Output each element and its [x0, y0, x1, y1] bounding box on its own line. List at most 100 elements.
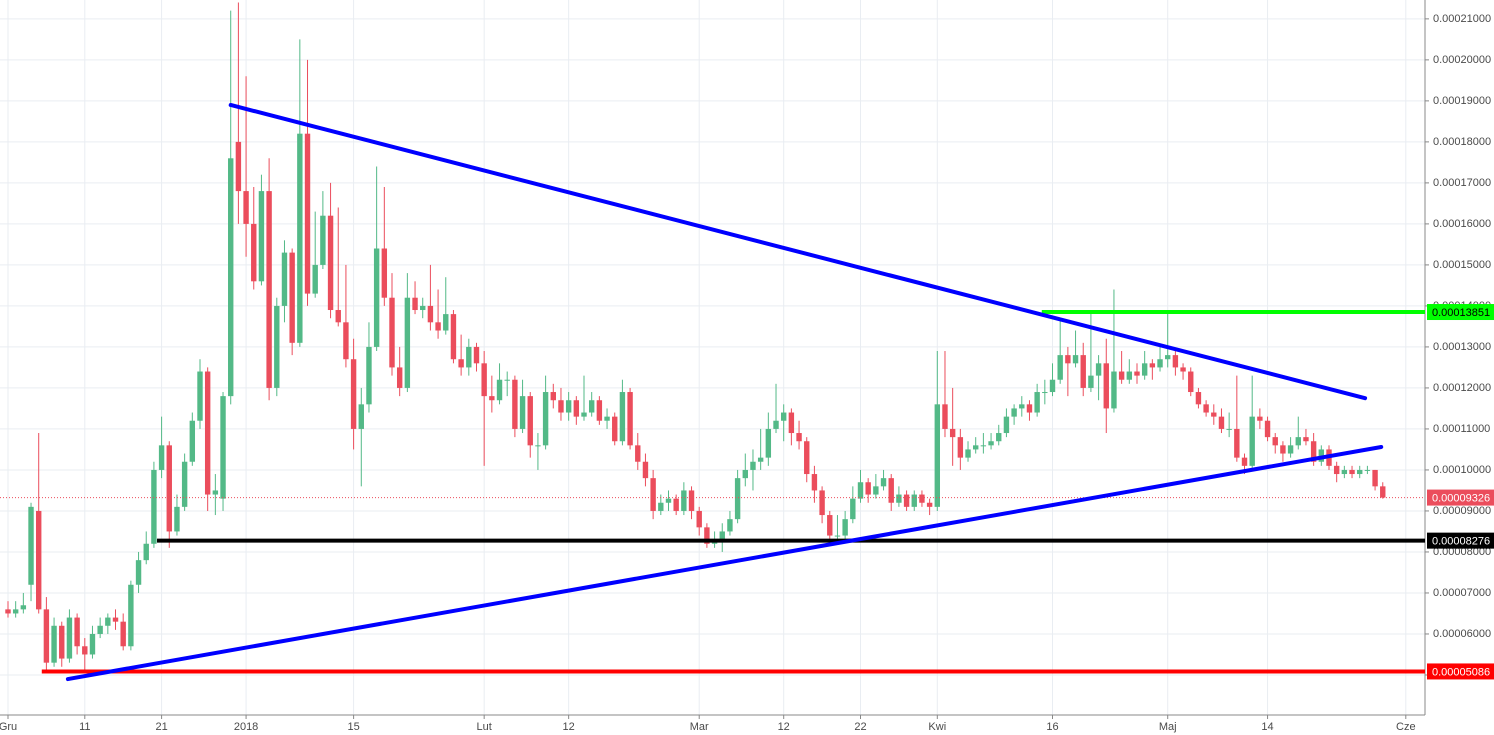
candle-body	[235, 141, 242, 192]
candle-body	[5, 609, 11, 614]
candle-body	[343, 322, 349, 360]
candle-body	[389, 297, 395, 368]
y-tick-label: 0.00010000	[1433, 464, 1491, 476]
candle-body	[688, 490, 695, 511]
candle-body	[220, 396, 226, 499]
candle-body	[158, 445, 165, 470]
candle-body	[604, 416, 610, 421]
candle-body	[1295, 437, 1301, 446]
candle-body	[1172, 355, 1179, 368]
candle-body	[1303, 437, 1309, 442]
price-tag-label: 0.00005086	[1432, 666, 1490, 678]
candle-body	[481, 363, 487, 397]
candle-body	[51, 625, 57, 663]
candle-body	[135, 560, 142, 585]
candle-body	[742, 469, 748, 479]
candle-body	[404, 297, 411, 388]
candle-body	[1234, 428, 1240, 458]
y-tick-label: 0.00013000	[1433, 341, 1491, 353]
candle-body	[734, 478, 741, 520]
candle-body	[1372, 469, 1378, 487]
price-tag-label: 0.00008276	[1432, 536, 1490, 548]
candle-body	[443, 314, 449, 331]
price-tag	[1427, 663, 1494, 680]
candle-body	[251, 223, 257, 282]
candle-body	[780, 412, 787, 421]
x-tick-label: 21	[155, 721, 167, 733]
candle-body	[1080, 355, 1086, 388]
x-tick-label: Kwi	[928, 721, 946, 733]
price-tag-label: 0.00009326	[1432, 492, 1490, 504]
candle-body	[934, 404, 941, 507]
y-tick-label: 0.00011000	[1433, 423, 1490, 435]
candle-body	[1157, 359, 1163, 368]
candle-body	[911, 494, 917, 507]
candle-body	[788, 412, 795, 434]
candle-body	[458, 359, 464, 368]
candle-body	[696, 510, 702, 528]
x-tick-label: 12	[563, 721, 575, 733]
x-tick-label: 15	[347, 721, 359, 733]
candle-body	[1188, 371, 1194, 393]
candle-body	[773, 420, 779, 429]
candle-body	[834, 535, 841, 537]
candle-body	[1357, 469, 1363, 475]
candle-body	[1072, 355, 1079, 364]
candle-body	[1111, 371, 1117, 409]
y-tick-label: 0.00020000	[1433, 54, 1491, 66]
price-tag	[1427, 489, 1494, 506]
y-tick-label: 0.00021000	[1433, 13, 1491, 25]
x-tick-label: 12	[778, 721, 790, 733]
candle-body	[957, 437, 964, 458]
candle-body	[151, 469, 157, 544]
candle-body	[527, 396, 533, 446]
candle-body	[903, 494, 910, 507]
candle-body	[396, 367, 403, 388]
candle-body	[1226, 428, 1232, 430]
candle-body	[519, 396, 526, 429]
trendline	[228, 102, 1368, 401]
candle-body	[266, 191, 272, 388]
candle-body	[1011, 408, 1017, 417]
candle-body	[704, 527, 710, 544]
candle-body	[1003, 416, 1010, 434]
candle-body	[412, 297, 418, 311]
candle-body	[996, 433, 1002, 442]
candle-body	[973, 445, 979, 450]
candle-body	[596, 400, 603, 421]
candle-body	[1034, 392, 1040, 413]
x-tick-label: Mar	[690, 721, 709, 733]
candle-body	[320, 215, 326, 265]
candle-body	[82, 646, 88, 655]
candle-body	[873, 486, 879, 495]
candle-body	[1349, 469, 1355, 475]
candle-body	[1057, 355, 1063, 380]
candle-body	[542, 392, 549, 446]
candle-body	[1065, 355, 1071, 364]
candle-body	[988, 441, 994, 446]
candle-body	[281, 252, 288, 306]
candle-body	[1180, 367, 1186, 372]
candle-body	[1257, 416, 1263, 421]
candle-body	[949, 428, 956, 438]
candle-body	[1134, 371, 1140, 376]
y-tick-label: 0.00009000	[1433, 505, 1491, 517]
y-tick-label: 0.00018000	[1433, 136, 1491, 148]
candle-body	[381, 248, 388, 298]
candle-body	[650, 478, 656, 511]
candle-body	[512, 379, 518, 429]
candle-body	[66, 617, 73, 659]
candle-body	[43, 609, 50, 663]
y-tick-label: 0.00017000	[1433, 177, 1491, 189]
candle-body	[980, 445, 987, 447]
candle-body	[811, 474, 818, 491]
candle-body	[312, 264, 318, 294]
candle-body	[427, 305, 434, 323]
candle-body	[635, 445, 641, 462]
y-tick-label: 0.00007000	[1433, 587, 1491, 599]
candle-body	[1211, 412, 1217, 417]
x-tick-label: Gru	[0, 721, 17, 733]
candle-body	[1126, 371, 1133, 380]
candle-body	[750, 461, 756, 470]
candle-body	[89, 633, 96, 655]
